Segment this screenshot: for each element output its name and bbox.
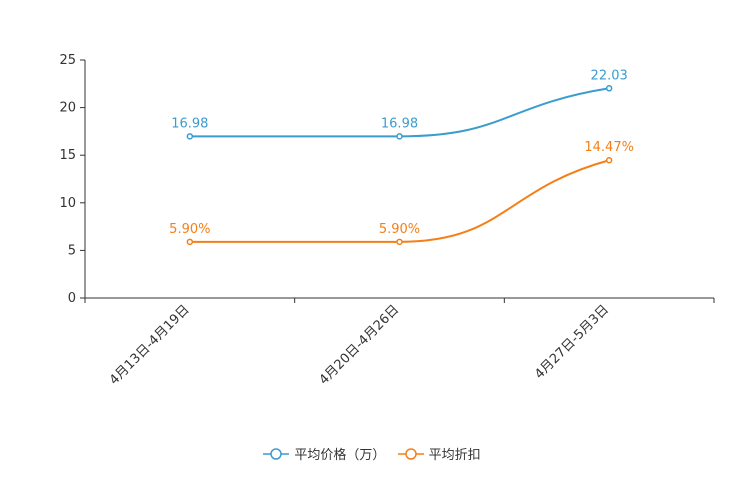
series-0-data-label: 22.03 bbox=[591, 68, 628, 83]
series-0-point[interactable] bbox=[605, 85, 613, 92]
x-tick-label: 4月20日-4月26日 bbox=[317, 302, 403, 388]
legend-avg-price-icon bbox=[263, 447, 290, 460]
series-1-data-label: 14.47% bbox=[584, 140, 634, 155]
series-1-data-label: 5.90% bbox=[379, 222, 420, 237]
legend-avg-discount-label: 平均折扣 bbox=[428, 448, 481, 463]
series-1-point[interactable] bbox=[396, 238, 403, 246]
series-1-point[interactable] bbox=[186, 238, 194, 246]
x-tick-label: 4月27日-5月3日 bbox=[532, 302, 612, 382]
series-1-data-label: 5.90% bbox=[169, 222, 210, 237]
legend-item-avg-price[interactable]: 平均价格（万） bbox=[263, 444, 385, 463]
series-0-data-label: 16.98 bbox=[381, 116, 418, 131]
line-chart: 0 5 10 15 20 25 4月13日-4月19日 4月20日-4月26日 4月27日-5月… bbox=[59, 53, 715, 388]
legend-item-avg-discount[interactable]: 平均折扣 bbox=[397, 444, 481, 463]
series-0-point[interactable] bbox=[186, 133, 194, 140]
series-1-point[interactable] bbox=[605, 156, 613, 164]
series-layer: 16.98 16.98 22.03 5.90% 5.90% 14.47% bbox=[169, 68, 634, 246]
legend-avg-discount-icon bbox=[397, 447, 424, 460]
series-0-data-label: 16.98 bbox=[171, 116, 208, 131]
x-tick-label: 4月13日-4月19日 bbox=[107, 302, 193, 388]
y-tick-label: 15 bbox=[59, 148, 76, 163]
series-0-point[interactable] bbox=[396, 133, 403, 140]
y-tick-label: 25 bbox=[59, 53, 76, 68]
legend: 平均价格（万） 平均折扣 bbox=[0, 444, 744, 465]
series-0-line bbox=[189, 87, 610, 138]
y-tick-label: 20 bbox=[59, 101, 76, 116]
y-tick-label: 5 bbox=[68, 243, 76, 258]
y-tick-label: 0 bbox=[68, 291, 76, 306]
series-1-line bbox=[189, 159, 610, 243]
y-tick-label: 10 bbox=[59, 196, 76, 211]
axes: 0 5 10 15 20 25 4月13日-4月19日 4月20日-4月26日 4月27日-5月… bbox=[59, 53, 715, 388]
legend-avg-price-label: 平均价格（万） bbox=[294, 448, 386, 463]
